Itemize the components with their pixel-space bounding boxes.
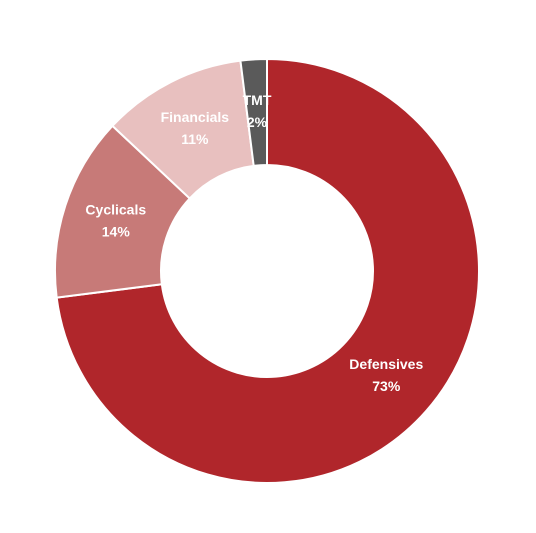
slice-label: Financials: [161, 109, 230, 125]
donut-slice: [55, 57, 480, 484]
slice-label: Cyclicals: [85, 202, 146, 218]
slice-label: Defensives: [349, 356, 423, 372]
slice-label: TMT: [243, 92, 272, 108]
slice-value: 14%: [102, 224, 131, 240]
slice-value: 2%: [247, 114, 268, 130]
donut-slice: [54, 124, 192, 299]
slice-value: 73%: [372, 378, 401, 394]
slice-value: 11%: [181, 131, 209, 147]
donut-slice: [239, 57, 268, 167]
